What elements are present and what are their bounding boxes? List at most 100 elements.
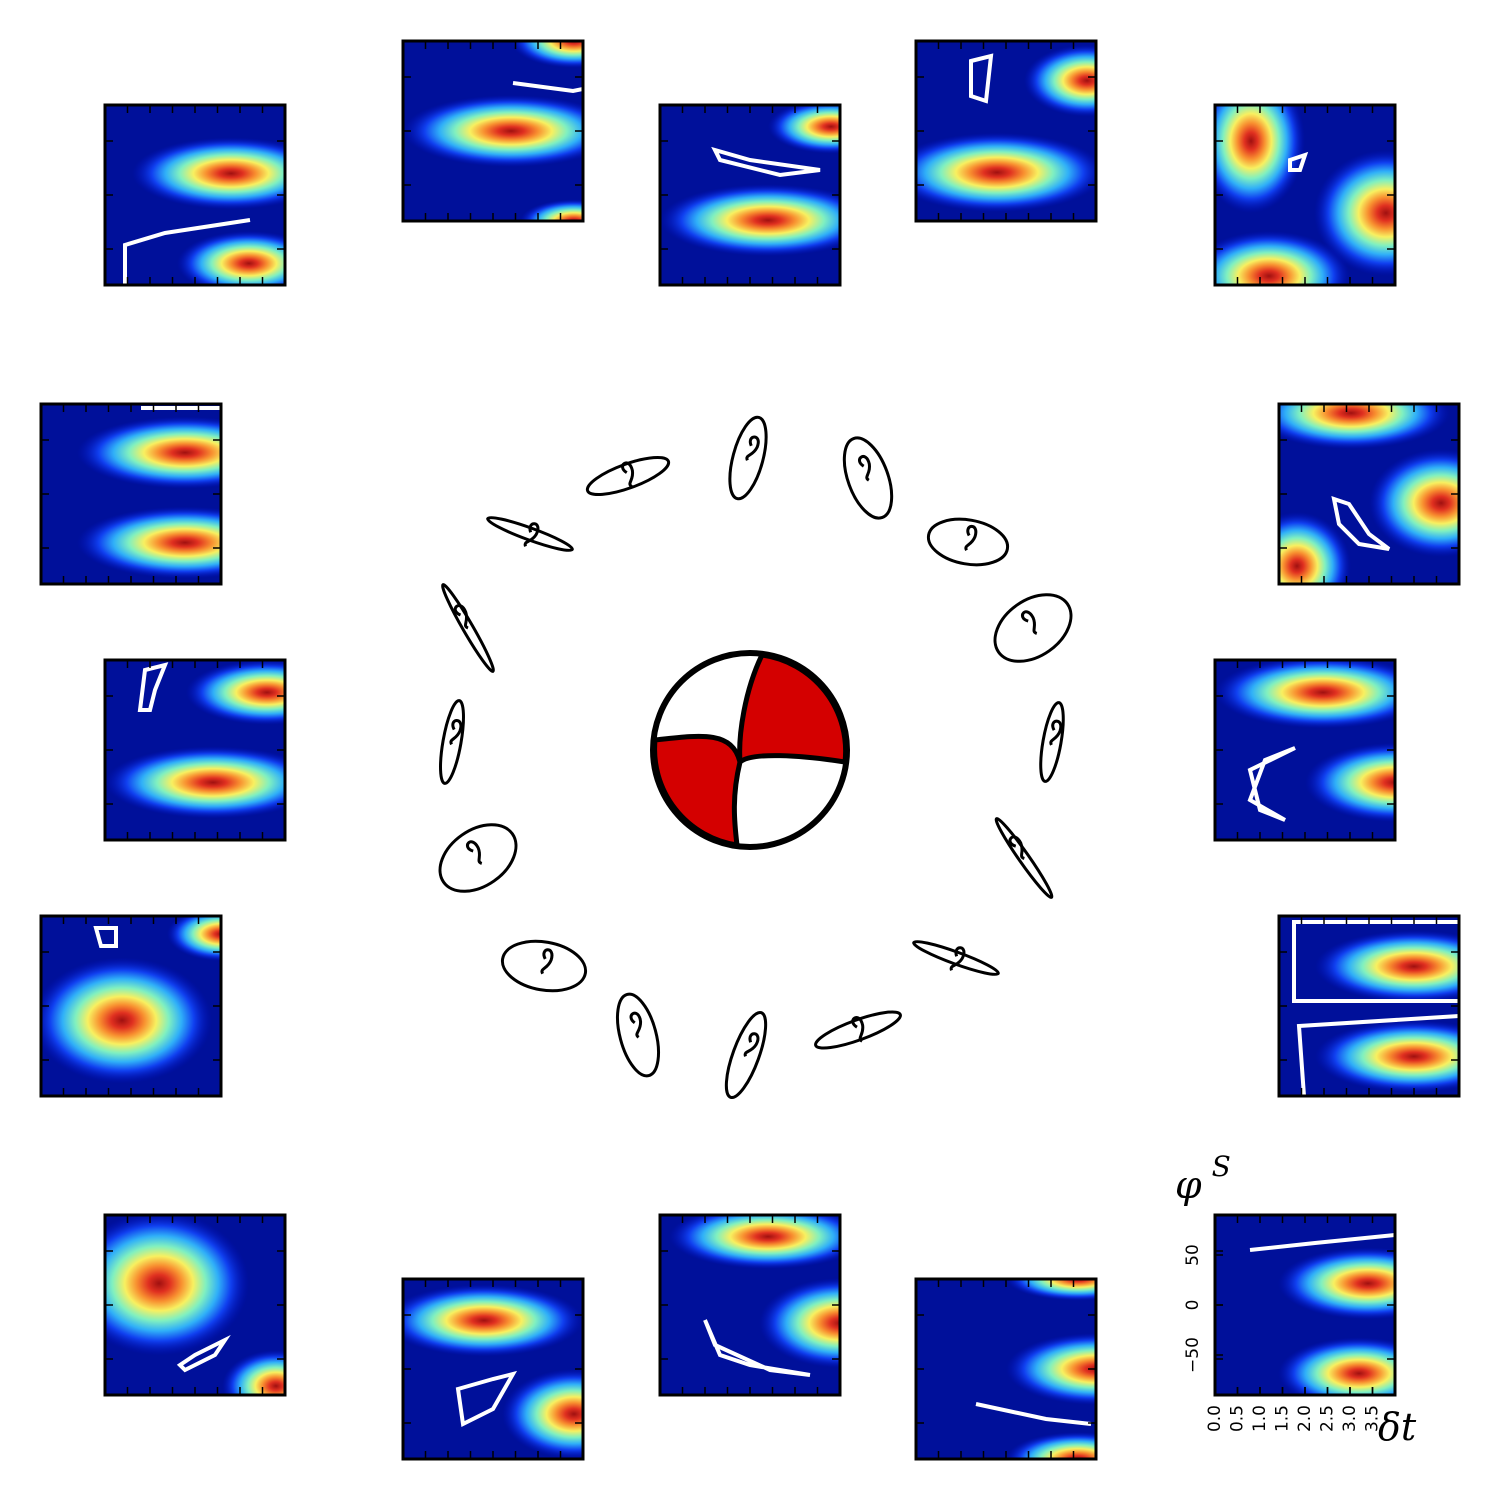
panel-image: [41, 404, 221, 584]
panel-image: [105, 105, 285, 285]
panel: [658, 103, 842, 287]
energy-blob: [669, 1215, 840, 1269]
motion-loop: [449, 719, 463, 746]
motion-ellipse: [585, 455, 671, 497]
confidence-contour: [703, 1319, 811, 1377]
confidence-contour: [93, 926, 118, 948]
motion-loop: [453, 604, 469, 630]
motion-ellipse: [994, 817, 1054, 899]
panel: [1277, 914, 1461, 1098]
motion-loop: [629, 1011, 643, 1039]
panel: [39, 914, 223, 1098]
particle-motion: [438, 823, 518, 893]
motion-loop: [540, 948, 554, 975]
energy-blob: [403, 1284, 583, 1357]
motion-ellipse: [814, 1010, 902, 1050]
panel-image: [403, 1279, 583, 1459]
energy-blob: [502, 1369, 583, 1459]
particle-motion: [724, 1010, 768, 1100]
energy-blob: [1215, 231, 1350, 285]
beachball: [650, 650, 850, 850]
panel-frame: [103, 103, 287, 287]
panel-image: [105, 1215, 285, 1395]
panel: [401, 1277, 585, 1461]
energy-blob: [1279, 512, 1351, 584]
energy-blob: [1215, 660, 1395, 729]
energy-blob: [660, 184, 840, 257]
motion-loop: [466, 840, 483, 865]
motion-loop: [1008, 835, 1025, 860]
energy-blob: [105, 1215, 249, 1356]
panel: [39, 402, 223, 586]
panel-frame: [103, 658, 287, 842]
panel-image: [1215, 660, 1395, 840]
particle-motion: [728, 415, 768, 501]
x-tick-label: 3.0: [1340, 1405, 1360, 1432]
panel-frame: [1277, 914, 1461, 1098]
motion-loop: [745, 435, 760, 461]
energy-blob: [1215, 105, 1305, 213]
motion-loop: [964, 524, 978, 551]
motion-loop: [743, 1032, 760, 1057]
motion-loop: [523, 522, 540, 547]
energy-blob: [167, 916, 221, 961]
panel-frame: [914, 39, 1098, 223]
motion-ellipse: [912, 940, 1000, 976]
panel: [914, 39, 1098, 223]
energy-blob: [403, 95, 583, 167]
particle-motion: [912, 940, 1000, 976]
energy-blob: [1006, 1333, 1096, 1405]
y-tick-label: −50: [1183, 1337, 1203, 1373]
energy-blob: [1315, 930, 1459, 1003]
panel-frame: [658, 1213, 842, 1397]
particle-motion: [585, 455, 671, 497]
energy-blob: [105, 746, 285, 819]
particle-motion: [500, 939, 588, 993]
panel-frame: [103, 1213, 287, 1397]
panel: [1213, 658, 1397, 842]
motion-loop: [858, 455, 872, 482]
confidence-contour: [137, 662, 169, 712]
confidence-contour: [711, 146, 821, 178]
beachball-outline: [650, 650, 850, 850]
panel-image: [41, 916, 221, 1096]
energy-blob: [77, 506, 221, 579]
compression-quadrant: [737, 652, 849, 768]
panel-frame: [401, 1277, 585, 1461]
confidence-contour: [1288, 151, 1309, 172]
y-axis-label-sup: S: [1212, 1150, 1231, 1183]
particle-motion: [1039, 701, 1065, 783]
motion-ellipse: [500, 939, 588, 993]
panel-frame: [1213, 103, 1397, 287]
panel: [1277, 402, 1461, 586]
energy-blob: [177, 231, 285, 285]
motion-ellipse: [486, 516, 574, 552]
panel: [1213, 1213, 1397, 1397]
particle-motion: [441, 583, 495, 673]
panel-frame: [401, 39, 585, 223]
panel: [103, 658, 287, 842]
panel-image: [916, 41, 1096, 221]
motion-loop: [949, 946, 966, 971]
panel: [103, 103, 287, 287]
panel: [1213, 103, 1397, 287]
panel-frame: [39, 914, 223, 1098]
panel: [401, 39, 585, 223]
particle-motions: [438, 415, 1073, 1100]
energy-blob: [1315, 1020, 1459, 1093]
particle-motion: [842, 436, 894, 520]
panel-frame: [1213, 658, 1397, 842]
energy-blob: [759, 1278, 840, 1368]
x-tick-label: 2.0: [1295, 1405, 1315, 1432]
y-tick-label: 0: [1183, 1300, 1203, 1311]
motion-loop: [621, 461, 635, 488]
panel: [103, 1213, 287, 1397]
panel-image: [1279, 404, 1459, 584]
motion-loop: [1049, 719, 1063, 746]
energy-blob: [916, 132, 1096, 212]
panel-frame: [658, 103, 842, 287]
panel-frame: [914, 1277, 1098, 1461]
panel-image: [660, 1215, 840, 1395]
